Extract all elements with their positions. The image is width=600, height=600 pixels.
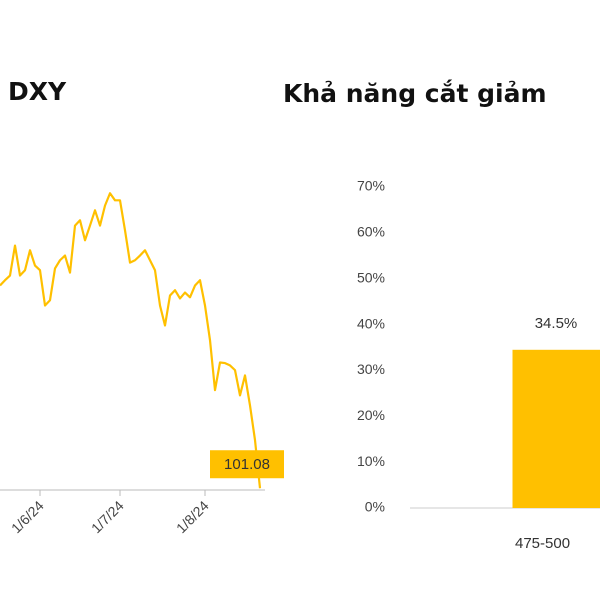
value-label: 101.08: [224, 456, 270, 473]
y-tick-label: 60%: [357, 224, 385, 240]
y-tick-label: 10%: [357, 453, 385, 469]
y-tick-label: 40%: [357, 315, 385, 331]
value-label: 34.5%: [535, 315, 578, 332]
y-tick-label: 50%: [357, 269, 385, 285]
y-tick-label: 70%: [357, 178, 385, 194]
x-tick-label: 1/6/24: [8, 497, 47, 536]
chart-title: Khả năng cắt giảm: [283, 79, 547, 108]
y-tick-label: 20%: [357, 407, 385, 423]
x-tick-label: 1/7/24: [88, 497, 127, 536]
x-tick-label: 475-500: [515, 535, 570, 552]
y-tick-label: 30%: [357, 361, 385, 377]
y-tick-label: 0%: [365, 499, 385, 515]
line: [0, 192, 262, 489]
value-label-box: [210, 450, 284, 479]
bar: [512, 349, 600, 508]
x-tick-label: 1/8/24: [173, 497, 212, 536]
chart-title: DXY: [8, 77, 67, 106]
